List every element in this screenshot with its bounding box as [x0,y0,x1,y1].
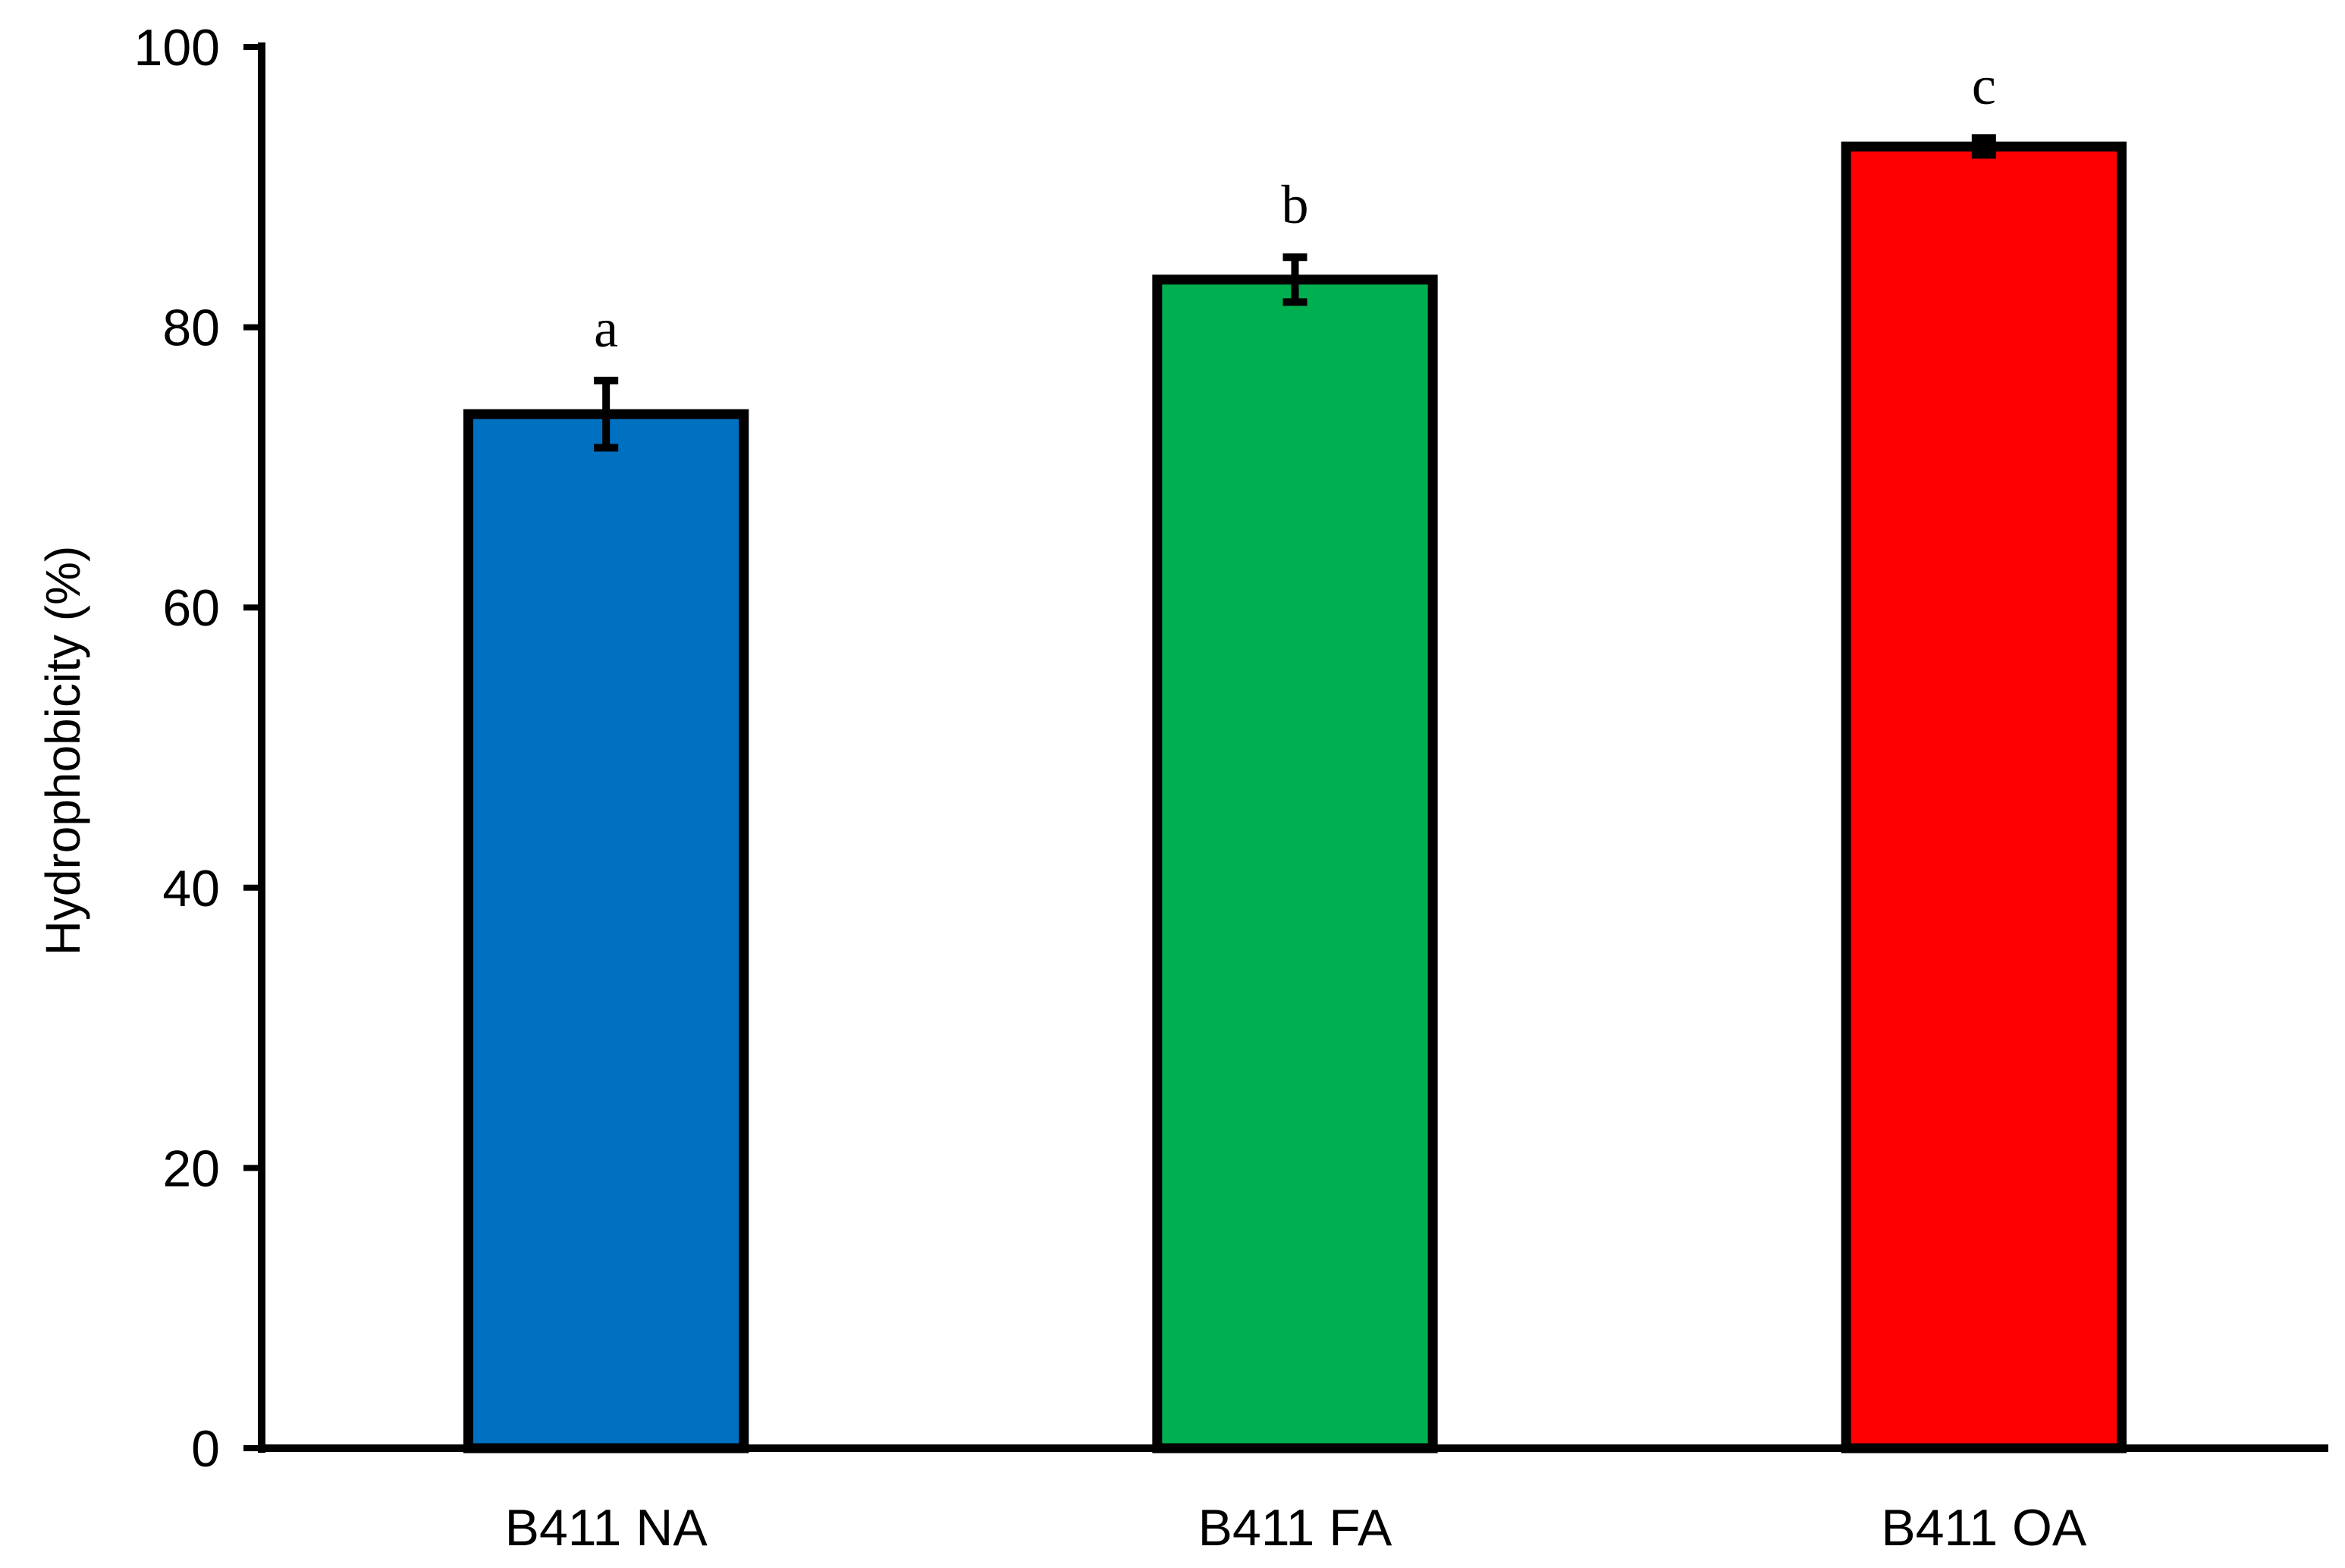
bars-group [463,141,2127,1454]
x-tick-label-3: B411 OA [1881,1499,2087,1557]
y-axis-title: Hydrophobicity (%) [36,546,90,956]
y-tick-label: 0 [191,1420,220,1478]
y-tick-label: 60 [162,579,220,637]
y-ticks-group: 0 20 40 60 80 100 [134,19,262,1478]
x-tick-label-1: B411 NA [505,1499,708,1557]
bar-3 [1841,141,2127,1454]
significance-label-1: a [594,298,618,359]
error-bar-2 [1282,253,1307,306]
axes-group [258,42,2328,1453]
y-tick-label: 100 [134,19,220,77]
bar-2 [1152,274,1438,1454]
y-tick-label: 80 [162,299,220,357]
significance-labels-group: a b c [594,55,1996,359]
y-tick-label: 40 [162,860,220,917]
error-bar-3 [1971,134,1996,159]
error-bar-1 [594,376,619,452]
bar-1 [463,409,749,1454]
x-tick-label-2: B411 FA [1198,1499,1392,1557]
significance-label-3: c [1972,55,1996,116]
y-tick-label: 20 [162,1140,220,1197]
x-labels-group: B411 NA B411 FA B411 OA [505,1499,2087,1557]
error-bars-group [594,134,1996,452]
significance-label-2: b [1282,174,1309,235]
